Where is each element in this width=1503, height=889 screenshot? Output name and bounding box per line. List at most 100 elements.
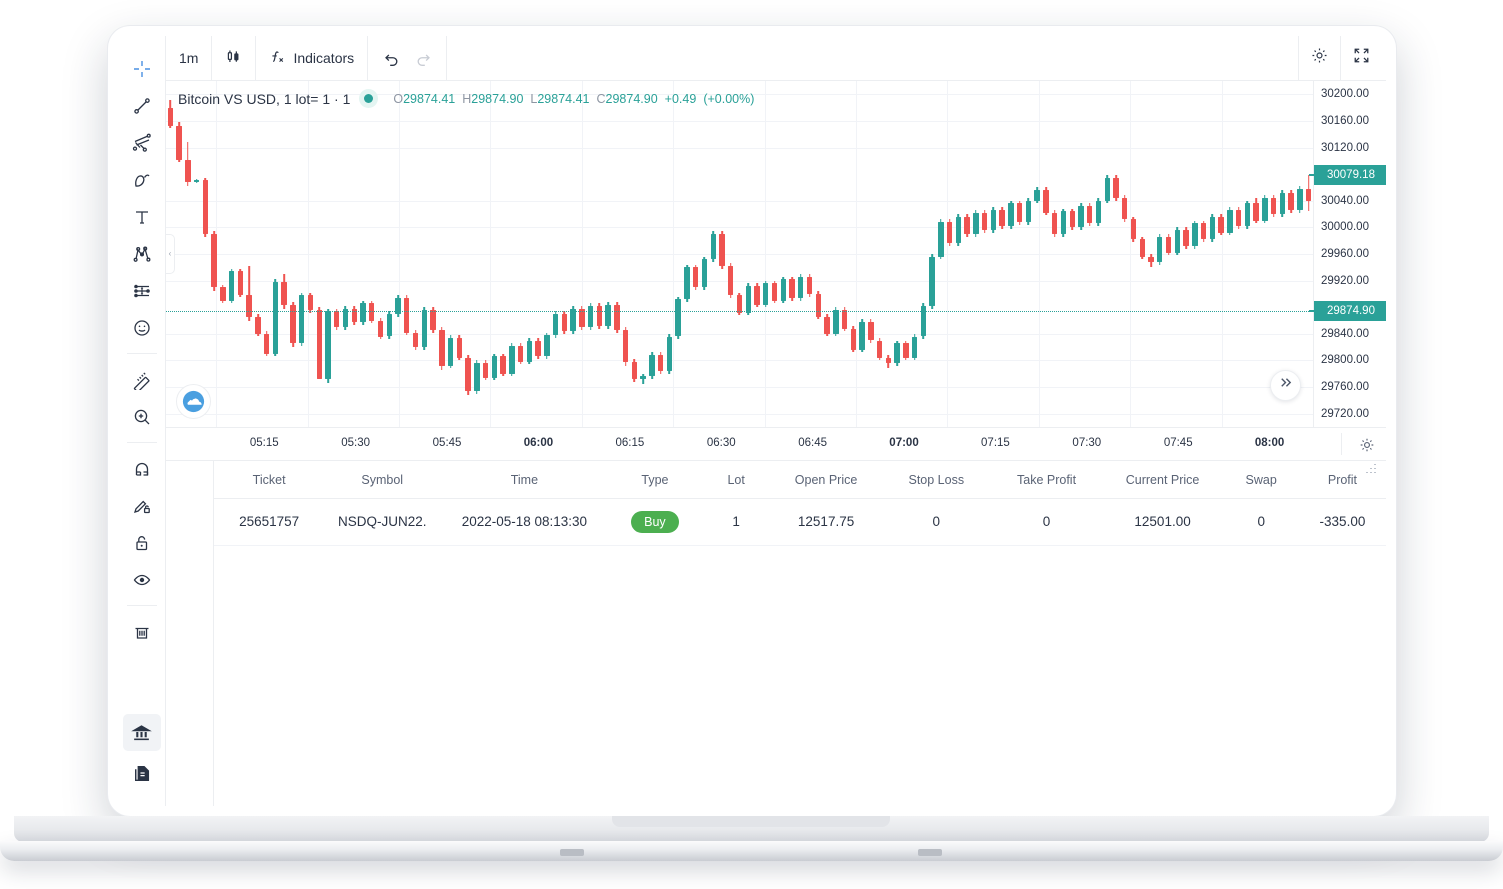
column-header-take-profit[interactable]: Take Profit [991,460,1102,499]
candlestick [657,81,664,427]
candlestick [482,81,489,427]
draw-lock-tool[interactable] [123,487,161,524]
candlestick [1165,81,1172,427]
candlestick [693,81,699,427]
chevron-double-right-icon [1278,375,1293,395]
gridline-vertical [947,81,949,427]
candlestick [973,81,979,427]
laptop-foot-left [560,849,584,856]
price-tick: 30040.00 [1321,194,1369,207]
candlestick [272,81,279,427]
price-tick: 29960.00 [1321,248,1369,260]
column-header-current-price[interactable]: Current Price [1101,460,1224,499]
fullscreen-button[interactable] [1340,36,1382,81]
indicators-button[interactable]: Indicators [256,36,369,81]
candlestick [981,81,988,427]
zoom-in-tool[interactable] [123,398,161,435]
scroll-to-realtime-button[interactable] [1270,369,1301,401]
candlestick [868,81,874,427]
column-header-profit[interactable]: Profit [1298,460,1386,499]
price-axis[interactable]: 30200.00 30160.00 30120.00 30040.00 30000.00… [1309,81,1386,427]
undo-icon[interactable] [378,45,404,71]
redo-icon[interactable] [410,45,436,71]
live-dot [364,94,374,103]
gridline-vertical [307,81,309,427]
fib-retracement-tool[interactable] [123,272,161,309]
column-header-open-price[interactable]: Open Price [770,460,882,499]
chart-canvas[interactable]: Bitcoin VS USD, 1 lot= 1 · 1 O29874.41 H2… [166,81,1314,427]
time-axis[interactable]: 05:15 05:30 05:45 06:00 06:15 06:30 06:45 07:00… [166,426,1386,474]
timeframe-selector[interactable]: 1m [166,36,213,81]
candlestick [290,81,296,427]
resize-grip[interactable] [1366,463,1378,476]
brush-tool[interactable] [123,161,161,198]
column-header-stop-loss[interactable]: Stop Loss [881,460,992,499]
emoji-tool[interactable] [123,309,161,346]
chart-type-selector[interactable] [212,36,257,81]
axis-divider [1341,432,1342,455]
column-header-type[interactable]: Type [608,460,702,499]
candlestick [1262,81,1268,427]
lock-all-tool[interactable] [123,524,161,561]
positions-panel: Ticket Symbol Time Type Lot Open Price S… [166,460,1386,806]
candlestick [579,81,585,427]
column-header-time[interactable]: Time [440,460,609,499]
candlestick [430,81,436,427]
candlestick [439,81,445,427]
pitchfork-tool[interactable] [123,124,161,161]
gridline-horizontal [166,200,1313,202]
gridline-horizontal [166,147,1313,149]
time-axis-settings-icon[interactable] [1358,436,1376,454]
cell-stop-loss: 0 [881,498,992,546]
candlestick [666,81,673,427]
hide-all-tool[interactable] [123,561,161,598]
gridline-vertical [764,81,766,427]
candlestick [841,81,848,427]
candlestick [1174,81,1180,427]
column-header-swap[interactable]: Swap [1223,460,1299,499]
trend-line-tool[interactable] [123,87,161,124]
orders-tool[interactable] [123,755,161,792]
gridline-horizontal [166,387,1313,389]
candlestick [1235,81,1242,427]
column-header-symbol[interactable]: Symbol [324,460,441,499]
candlestick [701,81,708,427]
candlestick [1192,81,1198,427]
panel-collapse-handle[interactable]: ‹ [166,233,175,274]
gridline-horizontal [166,227,1313,229]
candlestick [885,81,892,427]
candlestick [325,81,331,427]
remove-all-tool[interactable] [123,613,161,650]
candlestick [447,81,454,427]
main-column: 1m [166,36,1386,806]
candlestick [587,81,594,427]
candlestick [474,81,480,427]
cell-symbol: NSDQ-JUN22. [324,498,441,546]
candlestick [929,81,935,427]
pattern-tool[interactable] [123,235,161,272]
accounts-tool[interactable] [122,714,161,751]
chart-settings-button[interactable] [1298,36,1340,81]
candlestick [246,81,252,427]
laptop-foot-right [918,849,942,856]
measure-tool[interactable] [123,361,161,398]
cell-open-price: 12517.75 [770,498,882,546]
candlestick [999,81,1005,427]
price-tick: 29720.00 [1321,407,1369,420]
gridline-vertical [673,81,675,427]
candlestick [237,81,244,427]
magnet-tool[interactable] [123,450,161,487]
candlestick [684,81,690,427]
gridline-horizontal [166,94,1313,96]
candlestick [404,81,410,427]
candlestick [789,81,795,427]
table-row[interactable]: 25651757 NSDQ-JUN22. 2022-05-18 08:13:30… [214,498,1386,546]
crosshair-tool[interactable] [123,50,161,87]
text-tool[interactable] [123,198,161,235]
candlestick [911,81,918,427]
column-header-ticket[interactable]: Ticket [214,460,325,499]
laptop-base-lip [0,841,1503,861]
legend-ohlc: O29874.41 H29874.90 L29874.41 C29874.90 +0.4… [393,92,754,106]
candlestick [1025,81,1032,427]
column-header-lot[interactable]: Lot [701,460,771,499]
